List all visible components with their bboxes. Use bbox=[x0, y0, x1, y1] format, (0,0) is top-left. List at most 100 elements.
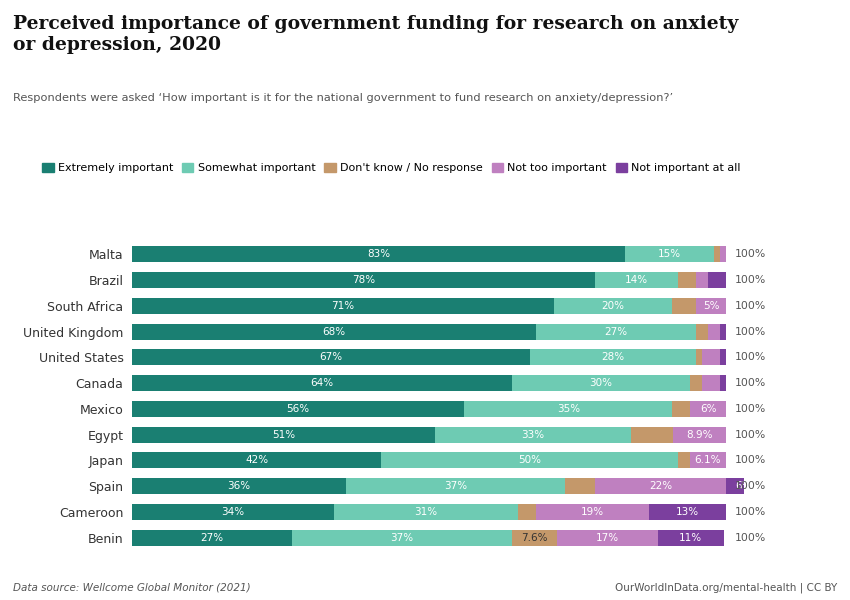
Bar bbox=[132, 272, 595, 288]
Bar bbox=[132, 349, 530, 365]
Bar bbox=[132, 323, 536, 340]
Text: Our World
in Data: Our World in Data bbox=[742, 18, 809, 47]
Bar bbox=[672, 401, 690, 417]
Text: 100%: 100% bbox=[735, 301, 766, 311]
Bar bbox=[658, 530, 723, 546]
Bar bbox=[512, 530, 558, 546]
Text: 100%: 100% bbox=[735, 455, 766, 466]
Bar bbox=[132, 504, 334, 520]
Bar bbox=[714, 246, 720, 262]
Legend: Extremely important, Somewhat important, Don't know / No response, Not too impor: Extremely important, Somewhat important,… bbox=[42, 163, 740, 173]
Text: 27%: 27% bbox=[604, 326, 627, 337]
Bar bbox=[536, 504, 649, 520]
Bar bbox=[132, 452, 382, 469]
Text: 68%: 68% bbox=[322, 326, 345, 337]
Text: 64%: 64% bbox=[310, 378, 333, 388]
Text: 67%: 67% bbox=[320, 352, 343, 362]
Bar bbox=[696, 298, 726, 314]
Bar bbox=[720, 349, 726, 365]
Bar bbox=[595, 478, 726, 494]
Bar bbox=[132, 478, 346, 494]
Text: 37%: 37% bbox=[444, 481, 468, 491]
Bar bbox=[702, 349, 720, 365]
Bar bbox=[132, 375, 512, 391]
Bar bbox=[708, 323, 720, 340]
Text: 34%: 34% bbox=[221, 507, 244, 517]
Bar bbox=[512, 375, 690, 391]
Bar bbox=[292, 530, 512, 546]
Bar bbox=[720, 246, 726, 262]
Text: 50%: 50% bbox=[518, 455, 541, 466]
Bar bbox=[649, 504, 726, 520]
Bar bbox=[720, 323, 726, 340]
Text: 14%: 14% bbox=[626, 275, 649, 285]
Bar bbox=[334, 504, 518, 520]
Text: 36%: 36% bbox=[227, 481, 250, 491]
Text: 100%: 100% bbox=[735, 326, 766, 337]
Text: 17%: 17% bbox=[596, 533, 620, 543]
Text: 8.9%: 8.9% bbox=[686, 430, 713, 440]
Bar bbox=[565, 478, 595, 494]
Text: Data source: Wellcome Global Monitor (2021): Data source: Wellcome Global Monitor (20… bbox=[13, 583, 251, 593]
Text: 28%: 28% bbox=[602, 352, 625, 362]
Bar bbox=[625, 246, 714, 262]
Bar bbox=[673, 427, 726, 443]
Text: 30%: 30% bbox=[590, 378, 613, 388]
Text: 6%: 6% bbox=[735, 481, 752, 491]
Text: 100%: 100% bbox=[735, 404, 766, 414]
Text: 71%: 71% bbox=[332, 301, 354, 311]
Bar bbox=[678, 452, 689, 469]
Text: 22%: 22% bbox=[649, 481, 672, 491]
Bar bbox=[726, 478, 762, 494]
Bar bbox=[672, 298, 696, 314]
Bar bbox=[708, 272, 726, 288]
Text: 35%: 35% bbox=[557, 404, 580, 414]
Bar bbox=[696, 323, 708, 340]
Bar bbox=[558, 530, 658, 546]
Bar bbox=[689, 452, 726, 469]
Text: 19%: 19% bbox=[581, 507, 604, 517]
Text: 7.6%: 7.6% bbox=[521, 533, 548, 543]
Text: 6.1%: 6.1% bbox=[694, 455, 721, 466]
Bar bbox=[595, 272, 678, 288]
Bar bbox=[518, 504, 536, 520]
Bar bbox=[702, 375, 720, 391]
Text: 100%: 100% bbox=[735, 533, 766, 543]
Bar bbox=[132, 427, 435, 443]
Text: 100%: 100% bbox=[735, 430, 766, 440]
Text: 100%: 100% bbox=[735, 275, 766, 285]
Bar bbox=[696, 349, 702, 365]
Bar bbox=[678, 272, 696, 288]
Bar bbox=[346, 478, 565, 494]
Text: 100%: 100% bbox=[735, 507, 766, 517]
Text: 42%: 42% bbox=[245, 455, 268, 466]
Text: Respondents were asked ‘How important is it for the national government to fund : Respondents were asked ‘How important is… bbox=[13, 93, 673, 103]
Text: OurWorldInData.org/mental-health | CC BY: OurWorldInData.org/mental-health | CC BY bbox=[615, 582, 837, 593]
Bar bbox=[690, 375, 702, 391]
Bar bbox=[530, 349, 696, 365]
Bar bbox=[132, 401, 464, 417]
Bar bbox=[382, 452, 678, 469]
Bar bbox=[132, 530, 292, 546]
Text: 6%: 6% bbox=[700, 404, 717, 414]
Bar bbox=[696, 272, 708, 288]
Text: 100%: 100% bbox=[735, 249, 766, 259]
Text: 15%: 15% bbox=[658, 249, 681, 259]
Bar bbox=[132, 298, 553, 314]
Text: 5%: 5% bbox=[703, 301, 719, 311]
Text: 27%: 27% bbox=[201, 533, 224, 543]
Bar bbox=[631, 427, 673, 443]
Text: 20%: 20% bbox=[602, 301, 625, 311]
Bar bbox=[132, 246, 625, 262]
Bar bbox=[464, 401, 672, 417]
Text: 100%: 100% bbox=[735, 481, 766, 491]
Text: 83%: 83% bbox=[366, 249, 390, 259]
Text: 100%: 100% bbox=[735, 352, 766, 362]
Text: 33%: 33% bbox=[521, 430, 544, 440]
Text: 100%: 100% bbox=[735, 378, 766, 388]
Text: 51%: 51% bbox=[272, 430, 295, 440]
Text: 78%: 78% bbox=[352, 275, 375, 285]
Text: 31%: 31% bbox=[414, 507, 438, 517]
Text: 11%: 11% bbox=[679, 533, 702, 543]
Bar bbox=[720, 375, 726, 391]
